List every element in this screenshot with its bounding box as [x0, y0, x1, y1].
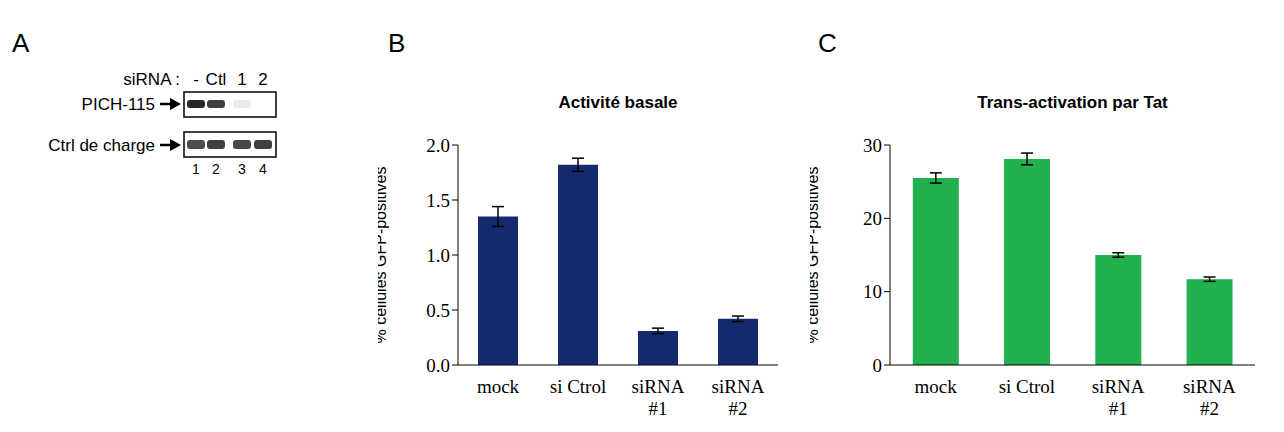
svg-text:siRNA :: siRNA : [123, 70, 180, 89]
svg-text:PICH-115: PICH-115 [82, 95, 155, 114]
svg-text:Ctl: Ctl [206, 70, 227, 89]
svg-text:4: 4 [259, 161, 267, 177]
svg-text:% cellules GFP-positives: % cellules GFP-positives [810, 167, 821, 344]
svg-text:siRNA#1: siRNA#1 [632, 376, 685, 419]
svg-text:Ctrl de charge: Ctrl de charge [48, 136, 155, 155]
svg-text:si Ctrol: si Ctrol [999, 376, 1055, 397]
svg-text:si Ctrol: si Ctrol [550, 376, 606, 397]
svg-text:siRNA#2: siRNA#2 [1183, 376, 1236, 419]
svg-text:0: 0 [873, 355, 883, 376]
svg-text:1.5: 1.5 [426, 190, 450, 211]
svg-text:-: - [193, 70, 199, 89]
svg-text:3: 3 [238, 161, 246, 177]
svg-text:siRNA#1: siRNA#1 [1092, 376, 1145, 419]
svg-text:mock: mock [477, 376, 520, 397]
svg-text:0.5: 0.5 [426, 300, 450, 321]
html-text:C: C [818, 28, 837, 58]
svg-text:2.0: 2.0 [426, 135, 450, 156]
svg-text:0.0: 0.0 [426, 355, 450, 376]
svg-text:2: 2 [212, 161, 220, 177]
svg-text:1: 1 [237, 70, 246, 89]
svg-text:1: 1 [192, 161, 200, 177]
html-text:Activité basale: Activité basale [558, 93, 678, 112]
svg-text:siRNA#2: siRNA#2 [712, 376, 765, 419]
svg-text:2: 2 [258, 70, 267, 89]
svg-text:1.0: 1.0 [426, 245, 450, 266]
svg-text:20: 20 [863, 208, 882, 229]
html-text:Trans-activation par Tat: Trans-activation par Tat [977, 93, 1168, 112]
svg-text:30: 30 [863, 135, 882, 156]
svg-text:% cellules GFP-positives: % cellules GFP-positives [378, 167, 389, 344]
html-text:B: B [388, 28, 406, 58]
svg-text:mock: mock [915, 376, 958, 397]
svg-text:10: 10 [863, 281, 882, 302]
html-text:A: A [12, 28, 30, 58]
